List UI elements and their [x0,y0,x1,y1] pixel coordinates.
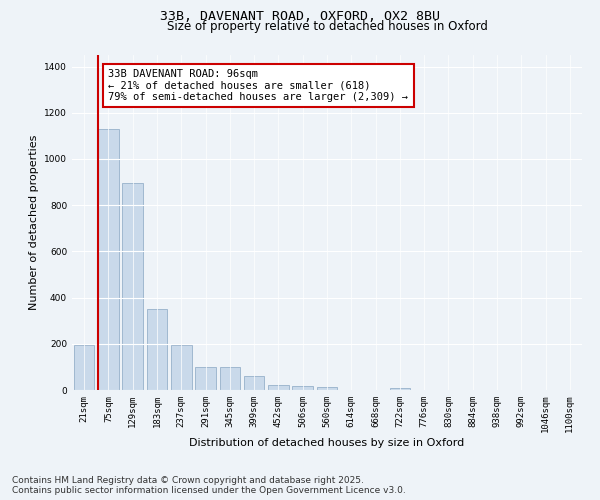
Text: Contains HM Land Registry data © Crown copyright and database right 2025.
Contai: Contains HM Land Registry data © Crown c… [12,476,406,495]
Bar [146,309,167,390]
Text: 33B DAVENANT ROAD: 96sqm
← 21% of detached houses are smaller (618)
79% of semi-: 33B DAVENANT ROAD: 96sqm ← 21% of detach… [109,69,409,102]
Bar [220,367,240,390]
Bar [317,387,337,390]
Bar [268,385,289,390]
Bar [389,388,410,390]
Y-axis label: Number of detached properties: Number of detached properties [29,135,38,310]
Bar [292,386,313,390]
Bar [195,367,216,390]
Text: 33B, DAVENANT ROAD, OXFORD, OX2 8BU: 33B, DAVENANT ROAD, OXFORD, OX2 8BU [160,10,440,23]
X-axis label: Distribution of detached houses by size in Oxford: Distribution of detached houses by size … [190,438,464,448]
Bar [244,376,265,390]
Title: Size of property relative to detached houses in Oxford: Size of property relative to detached ho… [167,20,487,33]
Bar [171,345,191,390]
Bar [122,183,143,390]
Bar [74,345,94,390]
Bar [98,129,119,390]
